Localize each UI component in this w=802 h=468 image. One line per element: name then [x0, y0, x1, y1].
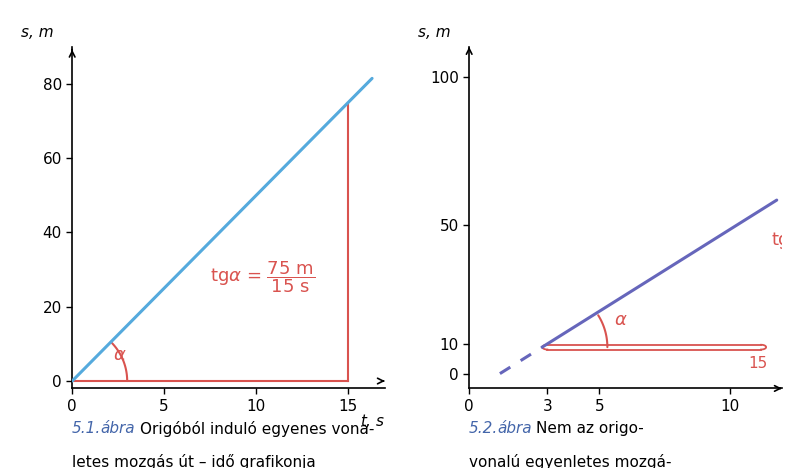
Text: tg$\alpha$ = $\dfrac{75\ \mathrm{m}}{15\ \mathrm{s}}$: tg$\alpha$ = $\dfrac{75\ \mathrm{m}}{15\…: [210, 259, 315, 295]
Text: tg: tg: [772, 231, 790, 249]
Text: $\alpha$: $\alpha$: [112, 346, 126, 364]
Text: ábra: ábra: [100, 421, 135, 436]
Text: 15: 15: [748, 356, 768, 371]
Text: $\alpha$: $\alpha$: [614, 311, 627, 329]
Text: vonalú egyenletes mozgá-: vonalú egyenletes mozgá-: [469, 454, 671, 468]
Text: s, m: s, m: [21, 25, 54, 40]
Text: Origóból induló egyenes vona-: Origóból induló egyenes vona-: [140, 421, 375, 437]
Text: 5.1.: 5.1.: [72, 421, 101, 436]
Text: $t$, s: $t$, s: [359, 412, 385, 431]
Text: 5.2.: 5.2.: [469, 421, 498, 436]
Text: Nem az origo-: Nem az origo-: [536, 421, 643, 436]
Text: ábra: ábra: [497, 421, 532, 436]
Text: letes mozgás út – idő grafikonja: letes mozgás út – idő grafikonja: [72, 454, 316, 468]
Text: s, m: s, m: [418, 25, 451, 40]
